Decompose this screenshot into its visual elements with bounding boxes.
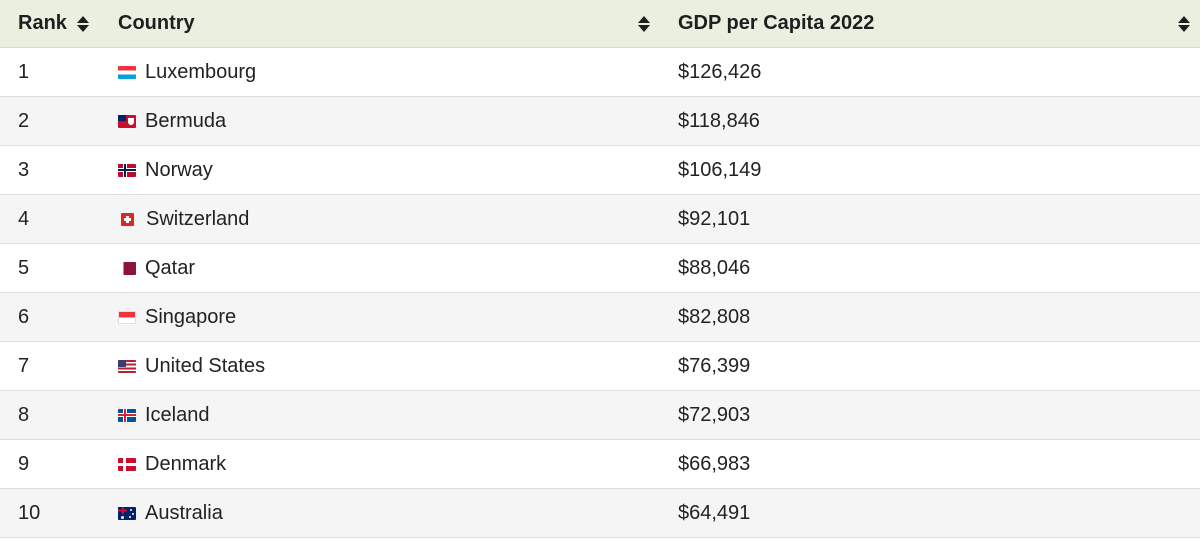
rank-cell: 4 (18, 207, 30, 230)
switzerland-flag-icon (121, 212, 134, 226)
gdp-column-header[interactable]: GDP per Capita 2022 (660, 0, 1200, 47)
country-name: Australia (145, 501, 223, 524)
denmark-flag-icon (118, 457, 136, 471)
gdp-cell: $88,046 (678, 256, 751, 279)
gdp-cell: $126,426 (678, 60, 762, 83)
country-cell: United States (100, 355, 660, 378)
table-row: 8 Iceland $72,903 (0, 391, 1200, 440)
country-name: United States (145, 354, 266, 377)
country-name: Norway (145, 158, 213, 181)
table-row: 3 Norway $106,149 (0, 146, 1200, 195)
united-states-flag-icon (118, 359, 136, 373)
country-name: Denmark (145, 452, 227, 475)
rank-column-header[interactable]: Rank (0, 0, 100, 47)
table-row: 6 Singapore $82,808 (0, 293, 1200, 342)
norway-flag-icon (118, 163, 136, 177)
gdp-cell: $118,846 (678, 109, 760, 132)
country-cell: Norway (100, 159, 660, 182)
rank-cell: 6 (18, 305, 30, 328)
luxembourg-flag-icon (118, 65, 136, 79)
gdp-cell: $92,101 (678, 207, 751, 230)
table-header: Rank Country GDP per Capita 2022 (0, 0, 1200, 48)
table-row: 9 Denmark $66,983 (0, 440, 1200, 489)
gdp-cell: $64,491 (678, 501, 751, 524)
country-cell: Switzerland (100, 208, 660, 231)
country-header-label: Country (118, 12, 195, 34)
table-row: 5 Qatar $88,046 (0, 244, 1200, 293)
table-row: 4 Switzerland $92,101 (0, 195, 1200, 244)
rank-cell: 3 (18, 158, 30, 181)
sort-icon[interactable] (76, 15, 89, 32)
sort-icon[interactable] (1178, 15, 1190, 32)
country-cell: Bermuda (100, 110, 660, 133)
gdp-cell: $72,903 (678, 403, 751, 426)
australia-flag-icon (118, 506, 136, 520)
country-name: Switzerland (146, 207, 250, 230)
table-row: 1 Luxembourg $126,426 (0, 48, 1200, 97)
rank-cell: 2 (18, 109, 30, 132)
gdp-cell: $76,399 (678, 354, 751, 377)
table-row: 2 Bermuda $118,846 (0, 97, 1200, 146)
country-cell: Qatar (100, 257, 660, 280)
country-cell: Singapore (100, 306, 660, 329)
country-cell: Denmark (100, 453, 660, 476)
gdp-header-label: GDP per Capita 2022 (678, 12, 875, 34)
country-name: Luxembourg (145, 60, 257, 83)
country-column-header[interactable]: Country (100, 0, 660, 47)
rank-cell: 5 (18, 256, 30, 279)
country-cell: Luxembourg (100, 61, 660, 84)
gdp-cell: $106,149 (678, 158, 762, 181)
rank-cell: 1 (18, 60, 30, 83)
country-name: Qatar (145, 256, 196, 279)
rank-header-label: Rank (18, 12, 67, 34)
rank-cell: 9 (18, 452, 30, 475)
sort-icon[interactable] (638, 15, 650, 32)
country-cell: Australia (100, 502, 660, 525)
qatar-flag-icon (118, 261, 136, 275)
table-body: 1 Luxembourg $126,426 2 Bermuda $118,846… (0, 48, 1200, 538)
singapore-flag-icon (118, 310, 136, 324)
gdp-cell: $82,808 (678, 305, 751, 328)
table-row: 10 Australia $64,491 (0, 489, 1200, 538)
country-name: Iceland (145, 403, 210, 426)
country-cell: Iceland (100, 404, 660, 427)
rank-cell: 8 (18, 403, 30, 426)
country-name: Bermuda (145, 109, 227, 132)
rank-cell: 10 (18, 501, 41, 524)
country-name: Singapore (145, 305, 237, 328)
gdp-cell: $66,983 (678, 452, 751, 475)
bermuda-flag-icon (118, 114, 136, 128)
rank-cell: 7 (18, 354, 30, 377)
table-row: 7 United States $76,399 (0, 342, 1200, 391)
iceland-flag-icon (118, 408, 136, 422)
